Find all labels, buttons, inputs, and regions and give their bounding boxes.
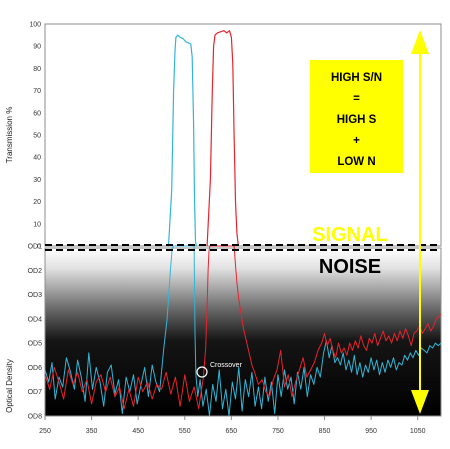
noise-background: [45, 248, 441, 416]
series-layer: [44, 30, 442, 417]
y-tick-label: 40: [33, 155, 41, 162]
od-tick-label: OD2: [28, 268, 43, 275]
transmission-line-2: [206, 30, 239, 247]
x-tick-label: 1050: [410, 428, 426, 435]
y-tick-label: 90: [33, 44, 41, 51]
y-tick-label: 100: [29, 22, 41, 29]
y-tick-label: 10: [33, 221, 41, 228]
od-tick-label: OD4: [28, 316, 43, 323]
transmission-axis: 0 10 20 30 40 50 60 70 80 90 100: [29, 22, 41, 251]
crossover-marker: [196, 366, 208, 378]
transmission-axis-label: Transmission %: [5, 107, 14, 164]
x-tick-label: 450: [132, 428, 144, 435]
y-tick-label: 20: [33, 199, 41, 206]
od-axis: OD1 OD2 OD3 OD4 OD5 OD6 OD7 OD8: [28, 244, 43, 421]
box-line-3: HIGH S: [337, 114, 377, 126]
noise-label: NOISE: [319, 256, 381, 278]
x-tick-label: 650: [226, 428, 238, 435]
wavelength-axis: 250 350 450 550 650 750 850 950 1050: [39, 416, 426, 435]
od-tick-label: OD6: [28, 365, 43, 372]
arrow-down-head: [411, 390, 429, 414]
signal-label: SIGNAL: [312, 224, 388, 246]
y-tick-label: 60: [33, 110, 41, 117]
y-tick-label: 80: [33, 66, 41, 73]
y-tick-label: 30: [33, 177, 41, 184]
x-tick-label: 350: [86, 428, 98, 435]
od-tick-label: OD8: [28, 414, 43, 421]
box-line-4: +: [353, 135, 360, 147]
od-line-2: [44, 245, 442, 410]
y-tick-label: 50: [33, 133, 41, 140]
x-tick-label: 850: [319, 428, 331, 435]
y-tick-label: 0: [37, 244, 41, 251]
od-axis-label: Optical Density: [5, 359, 14, 413]
y-tick-label: 70: [33, 88, 41, 95]
x-tick-label: 550: [179, 428, 191, 435]
x-tick-label: 750: [272, 428, 284, 435]
box-line-2: =: [353, 93, 360, 105]
od-tick-label: OD1: [28, 244, 43, 251]
x-tick-label: 250: [39, 428, 51, 435]
high-sn-box: [310, 60, 403, 173]
box-line-1: HIGH S/N: [331, 72, 382, 84]
od-tick-label: OD7: [28, 389, 43, 396]
od-panel-frame: [44, 247, 442, 417]
arrow-up-head: [411, 30, 429, 54]
od-tick-label: OD5: [28, 341, 43, 348]
od-line-1: [44, 245, 442, 417]
od-tick-label: OD3: [28, 292, 43, 299]
box-line-5: LOW N: [337, 156, 375, 168]
x-tick-label: 950: [365, 428, 377, 435]
crossover-label: Crossover: [210, 362, 243, 369]
transmission-line-1: [167, 34, 197, 247]
